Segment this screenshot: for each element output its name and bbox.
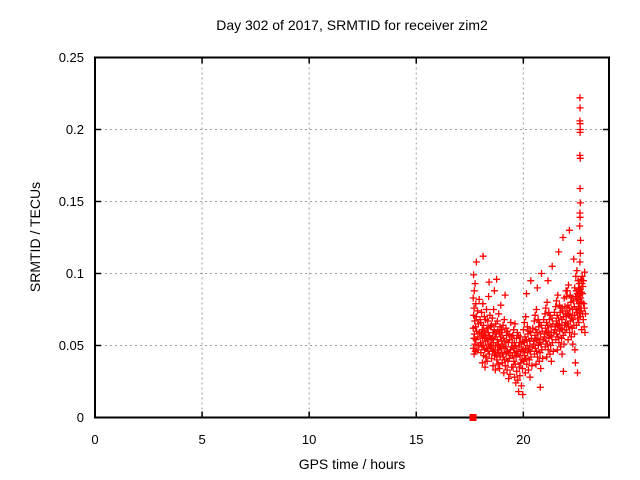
x-tick-label: 20 xyxy=(516,432,530,447)
y-tick-label: 0.1 xyxy=(66,266,84,281)
plot-border xyxy=(94,56,610,419)
x-tick-label: 0 xyxy=(91,432,98,447)
y-tick-label: 0 xyxy=(77,410,84,425)
y-tick-label: 0.25 xyxy=(59,50,84,65)
tick-marks xyxy=(94,56,609,419)
x-axis-label: GPS time / hours xyxy=(298,456,406,472)
baseline-point xyxy=(469,414,477,421)
chart-title: Day 302 of 2017, SRMTID for receiver zim… xyxy=(216,17,488,33)
x-tick-label: 10 xyxy=(302,432,316,447)
y-tick-label: 0.05 xyxy=(59,338,84,353)
y-tick-label: 0.2 xyxy=(66,122,84,137)
scatter-points xyxy=(469,94,589,398)
x-tick-label: 5 xyxy=(198,432,205,447)
y-tick-label: 0.15 xyxy=(59,194,84,209)
x-tick-label: 15 xyxy=(409,432,423,447)
